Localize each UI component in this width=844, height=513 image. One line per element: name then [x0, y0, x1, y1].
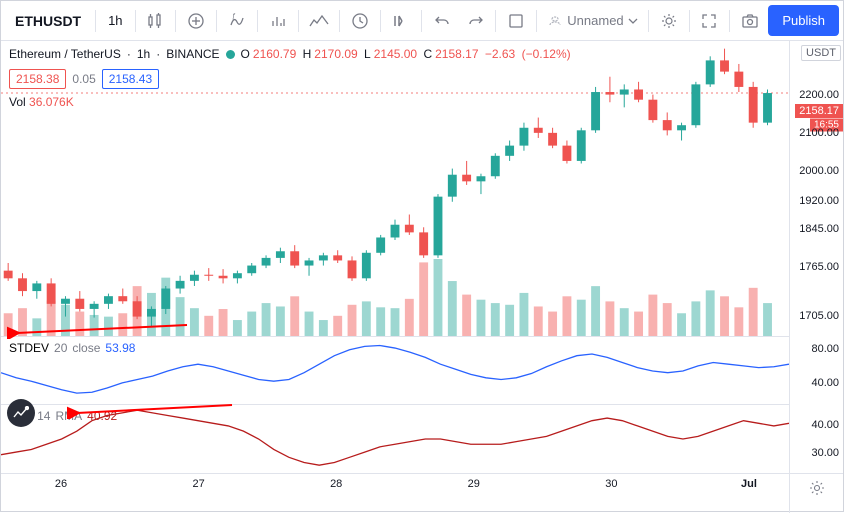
volume-label: Vol 36.076K [9, 95, 74, 109]
spread: 0.05 [72, 72, 95, 86]
pair-name: Ethereum / TetherUS [9, 47, 121, 61]
svg-text:ƒ: ƒ [232, 13, 236, 20]
snapshot-icon[interactable] [734, 4, 766, 38]
replay-icon[interactable] [385, 4, 417, 38]
redo-icon[interactable] [460, 4, 492, 38]
undo-icon[interactable] [426, 4, 458, 38]
ohlc-values: O2160.79 H2170.09 L2145.00 C2158.17 −2.6… [241, 47, 574, 61]
annotation-arrow [7, 321, 192, 339]
price-axis[interactable]: USDT 2200.002158.1716:552100.002000.0019… [789, 41, 843, 473]
layout-icon[interactable] [500, 4, 532, 38]
alert-icon[interactable] [344, 4, 376, 38]
stdev-legend: STDEV 20 close 53.98 [9, 341, 135, 355]
status-dot [226, 50, 235, 59]
fullscreen-icon[interactable] [693, 4, 725, 38]
atr-pane[interactable]: ATR 14 RMA 40.92 [1, 405, 789, 473]
financials-icon[interactable] [262, 4, 294, 38]
time-tick: 30 [605, 478, 617, 490]
time-axis[interactable]: 26 27 28 29 30 Jul [1, 473, 843, 513]
time-tick: 26 [55, 478, 67, 490]
settings-icon[interactable] [653, 4, 685, 38]
quote-currency: USDT [801, 45, 841, 61]
compare-icon[interactable] [180, 4, 212, 38]
bid-badge: 2158.38 [9, 69, 66, 89]
main-legend: Ethereum / TetherUS · 1h · BINANCE O2160… [9, 47, 574, 61]
ask-badge: 2158.43 [102, 69, 159, 89]
axis-settings-icon[interactable] [789, 474, 843, 513]
time-tick: 28 [330, 478, 342, 490]
stdev-pane[interactable]: STDEV 20 close 53.98 [1, 337, 789, 405]
interval-selector[interactable]: 1h [100, 13, 130, 28]
annotation-arrow [67, 401, 237, 419]
layout-name[interactable]: Unnamed [541, 13, 643, 28]
publish-button[interactable]: Publish [768, 5, 839, 36]
templates-icon[interactable] [303, 4, 335, 38]
chevron-down-icon [628, 17, 638, 25]
time-tick: Jul [741, 478, 757, 490]
chart-area: Ethereum / TetherUS · 1h · BINANCE O2160… [1, 41, 843, 473]
bid-ask-row: 2158.38 0.05 2158.43 [9, 69, 159, 89]
quick-snapshot-button[interactable] [7, 399, 35, 427]
indicators-icon[interactable]: ƒ [221, 4, 253, 38]
time-tick: 27 [192, 478, 204, 490]
candles-icon[interactable] [139, 4, 171, 38]
symbol-search[interactable]: ETHUSDT [5, 13, 91, 29]
time-tick: 29 [468, 478, 480, 490]
price-pane[interactable]: Ethereum / TetherUS · 1h · BINANCE O2160… [1, 41, 789, 337]
top-toolbar: ETHUSDT 1h ƒ Unnamed [1, 1, 843, 41]
